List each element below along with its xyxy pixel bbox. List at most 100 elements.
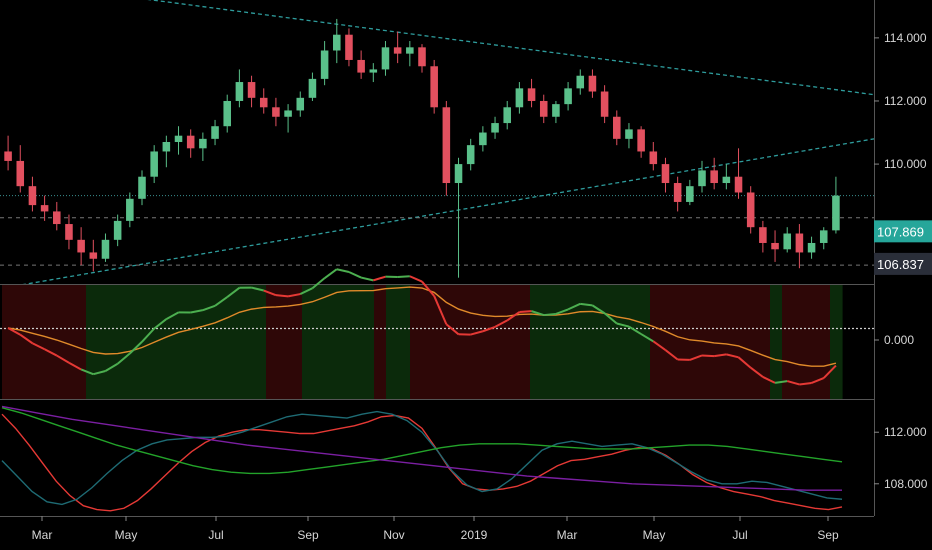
candle[interactable]: [211, 119, 219, 146]
regime-band-bear: [290, 285, 303, 399]
candle[interactable]: [40, 195, 49, 221]
candle[interactable]: [771, 230, 779, 262]
regime-band-bull: [578, 285, 591, 399]
candle[interactable]: [539, 94, 548, 124]
candle[interactable]: [746, 186, 755, 234]
candle-body: [186, 135, 195, 149]
candle[interactable]: [552, 100, 560, 124]
candle[interactable]: [320, 41, 329, 86]
candle-body: [333, 34, 341, 51]
candle[interactable]: [369, 63, 378, 83]
oscillator-fast-segment: [689, 354, 703, 361]
candle[interactable]: [247, 75, 256, 108]
candle[interactable]: [807, 236, 816, 259]
candle[interactable]: [296, 91, 305, 117]
candle[interactable]: [150, 145, 158, 184]
candle[interactable]: [28, 176, 37, 212]
candle[interactable]: [795, 224, 804, 269]
candle[interactable]: [686, 179, 694, 206]
candle[interactable]: [479, 126, 487, 152]
candle[interactable]: [430, 59, 438, 114]
trendline-upper-resistance[interactable]: [8, 0, 875, 96]
candle-body: [503, 107, 511, 124]
candle[interactable]: [77, 227, 85, 266]
candle[interactable]: [527, 78, 536, 108]
candle[interactable]: [637, 126, 645, 158]
candle[interactable]: [698, 160, 706, 193]
candle[interactable]: [442, 100, 451, 196]
regime-band-bull: [86, 285, 99, 399]
candle[interactable]: [16, 145, 25, 193]
oscillator-fast-segment: [409, 275, 423, 283]
candle[interactable]: [515, 82, 524, 114]
candle[interactable]: [819, 227, 828, 250]
candle[interactable]: [259, 88, 268, 114]
ma-tick-label: 108.000: [884, 477, 928, 491]
candle[interactable]: [223, 94, 231, 133]
time-label: 2019: [461, 528, 488, 542]
candle[interactable]: [272, 97, 280, 127]
candle[interactable]: [89, 239, 98, 272]
ma-series-1[interactable]: [1, 410, 843, 506]
candle[interactable]: [113, 214, 122, 247]
oscillator-slow-line[interactable]: [7, 286, 837, 367]
candle[interactable]: [333, 18, 341, 64]
candle[interactable]: [673, 176, 682, 212]
ma-series-0[interactable]: [1, 413, 843, 512]
candle[interactable]: [126, 192, 134, 228]
candle[interactable]: [600, 85, 609, 124]
candle[interactable]: [466, 138, 475, 171]
candle[interactable]: [418, 44, 426, 73]
candle[interactable]: [4, 135, 12, 171]
candle[interactable]: [625, 123, 633, 149]
time-label: Sep: [297, 528, 319, 542]
candle[interactable]: [101, 233, 110, 262]
candle-body: [284, 110, 292, 117]
regime-band-bull: [386, 285, 399, 399]
price-panel[interactable]: [0, 0, 874, 284]
ma-series-2[interactable]: [1, 407, 843, 475]
candle[interactable]: [174, 126, 183, 155]
candle[interactable]: [503, 100, 511, 130]
candle[interactable]: [759, 220, 767, 253]
candle[interactable]: [722, 164, 731, 190]
candle[interactable]: [345, 28, 353, 67]
regime-band-bull: [350, 285, 363, 399]
candle[interactable]: [138, 170, 146, 206]
candle-body: [698, 170, 706, 187]
candle-body: [600, 91, 609, 117]
candle[interactable]: [832, 176, 840, 234]
candle-body: [710, 170, 718, 184]
candle[interactable]: [491, 116, 499, 139]
candle[interactable]: [576, 69, 585, 95]
candle[interactable]: [186, 129, 195, 158]
candle[interactable]: [53, 201, 61, 231]
candle[interactable]: [357, 50, 365, 79]
candle[interactable]: [308, 72, 317, 101]
current-price-badge-bg: [874, 220, 932, 243]
candle[interactable]: [783, 227, 791, 253]
candle[interactable]: [588, 69, 597, 98]
candle[interactable]: [65, 214, 73, 250]
candle-body: [211, 126, 219, 139]
candle[interactable]: [454, 157, 463, 278]
ma-series-3[interactable]: [1, 405, 842, 491]
candle[interactable]: [710, 157, 718, 190]
candle[interactable]: [613, 110, 621, 146]
candle-body: [661, 164, 670, 184]
candle[interactable]: [393, 31, 402, 64]
candle[interactable]: [284, 104, 292, 133]
candle[interactable]: [649, 142, 658, 171]
candle[interactable]: [162, 135, 171, 168]
oscillator-fast-segment: [129, 341, 143, 355]
candle[interactable]: [406, 41, 414, 67]
candle[interactable]: [734, 148, 743, 199]
candle[interactable]: [661, 157, 670, 193]
candle[interactable]: [381, 41, 390, 76]
candle[interactable]: [199, 132, 207, 161]
candle-body: [649, 151, 658, 165]
candle[interactable]: [564, 82, 572, 111]
candle[interactable]: [235, 69, 244, 108]
oscillator-fast-segment: [93, 370, 106, 376]
